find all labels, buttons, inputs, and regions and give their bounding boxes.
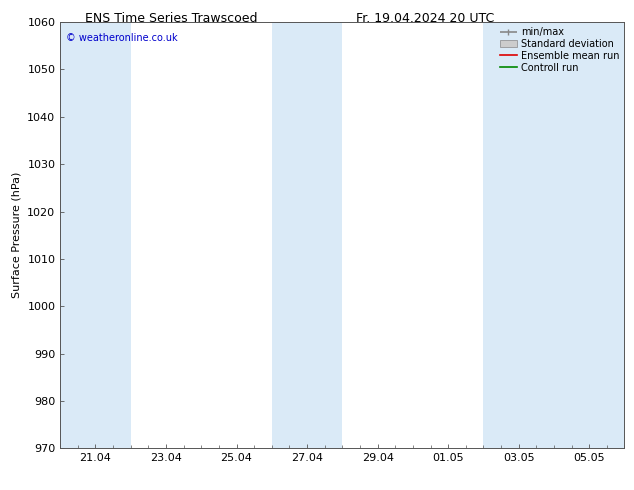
Bar	[483, 22, 554, 448]
Legend: min/max, Standard deviation, Ensemble mean run, Controll run: min/max, Standard deviation, Ensemble me…	[498, 25, 621, 74]
Text: © weatheronline.co.uk: © weatheronline.co.uk	[66, 33, 178, 43]
Bar	[60, 22, 131, 448]
Bar	[554, 22, 624, 448]
Bar	[272, 22, 342, 448]
Text: ENS Time Series Trawscoed: ENS Time Series Trawscoed	[85, 12, 257, 25]
Text: Fr. 19.04.2024 20 UTC: Fr. 19.04.2024 20 UTC	[356, 12, 494, 25]
Y-axis label: Surface Pressure (hPa): Surface Pressure (hPa)	[11, 172, 22, 298]
